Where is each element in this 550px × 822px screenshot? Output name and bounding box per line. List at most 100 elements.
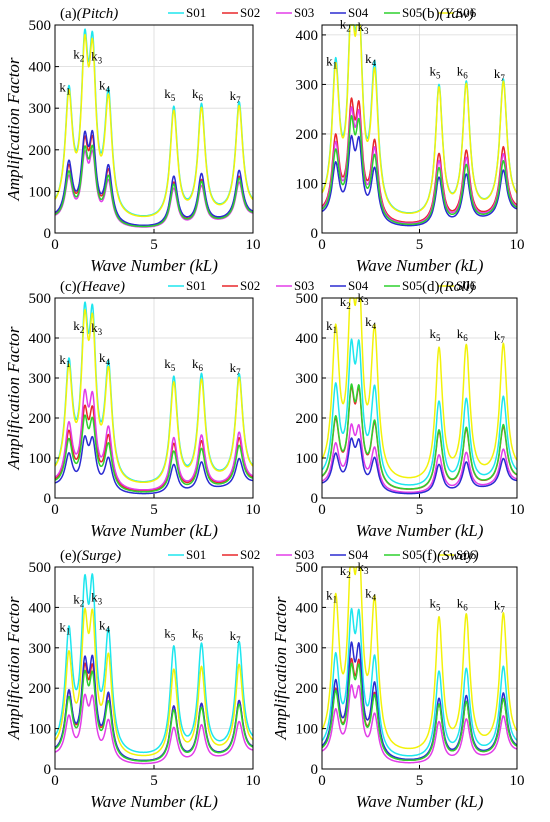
x-tick-label: 10 bbox=[510, 502, 525, 518]
y-tick-label: 0 bbox=[44, 491, 52, 507]
legend-label-s02: S02 bbox=[240, 278, 260, 293]
peak-label-k2: k2 bbox=[73, 46, 84, 63]
peak-label-k: k bbox=[164, 356, 171, 371]
peak-label-sub: 3 bbox=[364, 297, 369, 307]
peak-label-sub: 1 bbox=[66, 359, 71, 369]
x-tick-label: 10 bbox=[246, 502, 261, 518]
peak-label-sub: 1 bbox=[333, 61, 338, 71]
y-tick-label: 400 bbox=[296, 600, 319, 616]
series-line-s06 bbox=[54, 33, 254, 218]
y-tick-label: 400 bbox=[29, 60, 52, 76]
legend: S01 S02 S03 S04 S05 S06 bbox=[168, 5, 477, 20]
panel-label: (a)(Pitch) bbox=[60, 6, 118, 22]
peak-label-k: k bbox=[326, 318, 333, 333]
peak-label-sub: 2 bbox=[80, 53, 85, 63]
peak-label-sub: 5 bbox=[436, 602, 441, 612]
y-tick-label: 0 bbox=[311, 226, 319, 242]
series-line-s02 bbox=[321, 97, 518, 224]
peak-label-k: k bbox=[358, 559, 365, 574]
peak-label-k: k bbox=[73, 591, 80, 606]
peak-label-k5: k5 bbox=[430, 326, 442, 343]
peak-label-k7: k7 bbox=[230, 88, 242, 105]
peak-label-k6: k6 bbox=[457, 595, 469, 612]
peak-label-sub: 4 bbox=[372, 58, 377, 68]
panel-name: (Heave) bbox=[77, 279, 125, 295]
peak-label-sub: 3 bbox=[364, 566, 369, 576]
peak-label-k6: k6 bbox=[192, 86, 204, 103]
peak-label-k: k bbox=[494, 597, 501, 612]
y-tick-label: 300 bbox=[296, 641, 319, 657]
panel-letter: (b) bbox=[422, 6, 440, 22]
peak-label-k4: k4 bbox=[99, 350, 111, 367]
y-tick-label: 0 bbox=[44, 226, 52, 242]
panel-letter: (d) bbox=[422, 279, 440, 295]
peak-label-k3: k3 bbox=[358, 559, 370, 576]
x-tick-label: 5 bbox=[416, 773, 424, 789]
peak-label-k: k bbox=[59, 80, 66, 95]
series-line-s03 bbox=[321, 106, 518, 225]
peak-label-k: k bbox=[59, 352, 66, 367]
series-line-s05 bbox=[321, 662, 518, 762]
x-tick-label: 10 bbox=[246, 237, 261, 253]
series-line-s05 bbox=[321, 115, 518, 225]
peak-label-k: k bbox=[430, 595, 437, 610]
legend-label-s06: S06 bbox=[456, 547, 477, 562]
series-line-s03 bbox=[54, 388, 254, 491]
peak-label-k6: k6 bbox=[192, 356, 204, 373]
series-line-s05 bbox=[54, 144, 254, 228]
y-tick-label: 400 bbox=[296, 28, 319, 44]
y-tick-label: 300 bbox=[296, 77, 319, 93]
legend-label-s01: S01 bbox=[186, 547, 206, 562]
legend-label-s02: S02 bbox=[240, 5, 260, 20]
peak-label-sub: 2 bbox=[80, 598, 85, 608]
peak-label-sub: 2 bbox=[346, 23, 351, 33]
series-line-s03 bbox=[321, 684, 518, 764]
peak-label-k: k bbox=[430, 326, 437, 341]
panel-3: 0 100 200 300 400 500 0 5 10 Wave Number (kL) (d)(… bbox=[296, 279, 525, 540]
peak-label-k6: k6 bbox=[192, 626, 204, 643]
y-tick-label: 500 bbox=[296, 291, 319, 307]
x-tick-label: 0 bbox=[318, 773, 326, 789]
series-line-s03 bbox=[54, 693, 254, 765]
peak-label-k2: k2 bbox=[340, 16, 351, 33]
panel-name: (Yaw) bbox=[440, 6, 474, 22]
panel-letter: (e) bbox=[60, 548, 77, 564]
peak-label-k: k bbox=[494, 66, 501, 81]
peak-label-k5: k5 bbox=[430, 63, 442, 80]
peak-label-k: k bbox=[73, 46, 80, 61]
peak-label-sub: 3 bbox=[98, 327, 103, 337]
peak-label-k: k bbox=[59, 620, 66, 635]
peak-label-sub: 4 bbox=[105, 357, 110, 367]
series-line-s01 bbox=[54, 573, 254, 754]
peak-label-sub: 7 bbox=[500, 604, 505, 614]
peak-label-k: k bbox=[326, 54, 333, 69]
peak-label-sub: 7 bbox=[236, 367, 241, 377]
x-tick-label: 0 bbox=[318, 237, 326, 253]
x-axis-title: Wave Number (kL) bbox=[356, 792, 484, 811]
peak-label-k: k bbox=[365, 585, 372, 600]
y-tick-label: 300 bbox=[29, 641, 52, 657]
series-line-s04 bbox=[54, 435, 254, 495]
peak-label-k: k bbox=[91, 589, 98, 604]
y-tick-label: 200 bbox=[296, 127, 319, 143]
y-tick-label: 100 bbox=[29, 722, 52, 738]
series-line-s06 bbox=[321, 297, 518, 479]
peak-label-sub: 1 bbox=[66, 627, 71, 637]
legend-label-s04: S04 bbox=[348, 5, 369, 20]
legend-label-s04: S04 bbox=[348, 278, 369, 293]
y-tick-label: 200 bbox=[29, 681, 52, 697]
peak-label-sub: 6 bbox=[463, 602, 468, 612]
y-tick-label: 0 bbox=[311, 491, 319, 507]
y-tick-label: 400 bbox=[29, 600, 52, 616]
peak-label-k1: k1 bbox=[326, 318, 337, 335]
y-tick-label: 100 bbox=[296, 722, 319, 738]
peak-label-sub: 2 bbox=[346, 570, 351, 580]
y-tick-label: 200 bbox=[29, 143, 52, 159]
peak-label-k: k bbox=[457, 63, 464, 78]
peak-label-sub: 2 bbox=[80, 325, 85, 335]
x-axis-title: Wave Number (kL) bbox=[90, 256, 218, 275]
x-tick-label: 10 bbox=[510, 237, 525, 253]
peak-label-k: k bbox=[340, 294, 347, 309]
panel-name: (Pitch) bbox=[77, 6, 119, 22]
